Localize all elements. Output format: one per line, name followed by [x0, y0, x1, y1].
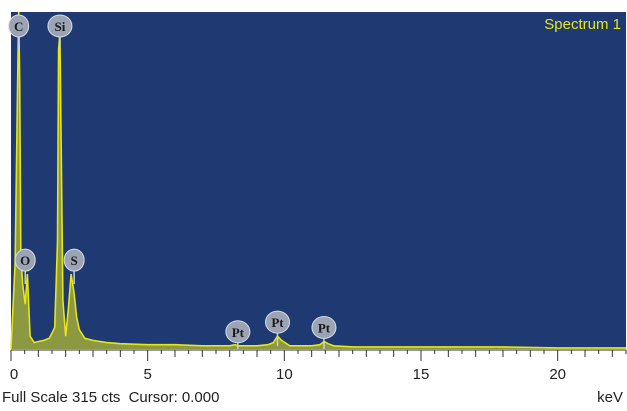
peak-badge — [14, 248, 36, 272]
x-tick-label: 15 — [413, 366, 430, 383]
x-tick-label: 0 — [10, 366, 18, 383]
peak-label-text: O — [20, 253, 30, 268]
peak-badge — [311, 316, 337, 340]
peak-badge — [265, 310, 290, 334]
plot-background — [11, 12, 626, 349]
x-axis-unit: keV — [597, 389, 623, 406]
peak-label-text: Pt — [232, 325, 245, 340]
peak-label-text: Si — [55, 19, 66, 34]
peak-label-text: S — [71, 253, 78, 268]
peak-label-pt: Pt — [265, 310, 290, 347]
peak-badge — [8, 14, 30, 38]
peak-label-si: Si — [47, 14, 73, 50]
spectrum-trace — [10, 11, 626, 350]
peak-label-text: Pt — [271, 315, 284, 330]
peak-label-text: Pt — [318, 321, 331, 336]
peak-label-pt: Pt — [225, 320, 251, 349]
full-scale-readout: Full Scale 315 cts — [2, 389, 121, 406]
peak-badge — [63, 248, 85, 272]
x-tick-label: 10 — [276, 366, 293, 383]
chart-title: Spectrum 1 — [544, 16, 621, 33]
cursor-readout[interactable]: Cursor: 0.000 — [128, 389, 220, 406]
x-tick-label: 20 — [549, 366, 566, 383]
peak-labels: C O Si S Pt Pt Pt — [8, 14, 337, 349]
peak-label-o: O — [14, 248, 36, 285]
x-tick-label: 5 — [143, 366, 151, 383]
spectrum-trace-fill — [11, 12, 626, 349]
peak-label-text: C — [14, 19, 23, 34]
x-axis: 0 5 10 15 20 — [10, 349, 627, 383]
peak-label-c: C — [8, 14, 30, 50]
status-bar: Full Scale 315 cts Cursor: 0.000 — [2, 389, 223, 406]
peak-label-s: S — [63, 248, 85, 285]
peak-badge — [47, 14, 73, 38]
peak-badge — [225, 320, 251, 344]
peak-label-pt: Pt — [311, 316, 337, 349]
